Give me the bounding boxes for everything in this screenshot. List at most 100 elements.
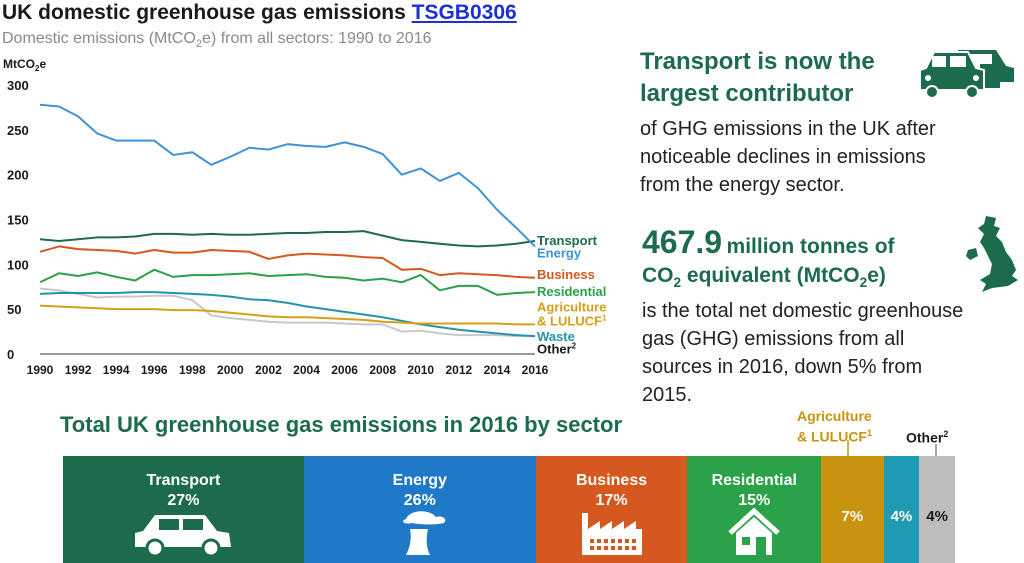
segment-business-label: Business 17% <box>536 471 688 511</box>
factory-icon <box>581 513 642 555</box>
agriculture-label: Agriculture & LULUCF1 <box>797 408 872 446</box>
tsgb-link[interactable]: TSGB0306 <box>411 1 517 24</box>
series-end-label: Residential <box>537 284 606 299</box>
segment-business: Business 17% <box>535 456 688 563</box>
series-end-label: Transport <box>537 233 598 248</box>
agriculture-label-1: Agriculture <box>797 408 872 424</box>
subtitle-pre: Domestic emissions (MtCO <box>2 30 196 47</box>
sector-chart-title: Total UK greenhouse gas emissions in 201… <box>60 412 622 437</box>
total-text-3: sources in 2016, down 5% from <box>642 356 923 378</box>
segment-residential: Residential 15% <box>687 456 822 563</box>
x-tick-label: 1990 <box>27 363 54 377</box>
x-tick-label: 1994 <box>103 363 130 377</box>
segment-residential-label: Residential 15% <box>687 471 821 511</box>
y-tick-label: 150 <box>7 213 29 228</box>
sector-bar: Transport 27% Energy 26% Business 17% Resid… <box>63 456 955 563</box>
segment-business-pct: 17% <box>595 492 628 509</box>
segment-transport-name: Transport <box>146 472 221 489</box>
co2-sub: 2 <box>673 275 682 291</box>
transport-text-3: from the energy sector. <box>640 174 845 196</box>
subtitle-sub: 2 <box>195 38 203 51</box>
title-text: UK domestic greenhouse gas emissions <box>2 1 406 24</box>
power-station-icon <box>402 511 446 555</box>
total-stat: 467.9 million tonnes of <box>642 224 895 261</box>
y-tick-label: 50 <box>7 302 21 317</box>
series-line <box>39 268 536 296</box>
y-tick-label: 200 <box>7 168 29 183</box>
x-tick-label: 1992 <box>65 363 92 377</box>
emissions-line-chart: MtCO2e 0 50 100 150 200 250 300 1990 1992 1994 1996… <box>3 57 607 377</box>
co2-post: equivalent (MtCO <box>681 264 860 287</box>
x-tick-label: 2016 <box>522 363 549 377</box>
total-number: 467.9 <box>642 224 723 260</box>
segment-other-pct: 4% <box>926 508 948 525</box>
segment-waste-pct: 4% <box>890 508 913 525</box>
uk-map-icon <box>966 216 1018 292</box>
car-icon <box>135 515 232 557</box>
segment-residential-pct: 15% <box>738 492 771 509</box>
x-tick-label: 2010 <box>407 363 434 377</box>
segment-waste: 4% <box>883 456 920 563</box>
series-line <box>39 287 535 338</box>
segment-energy-name: Energy <box>392 472 447 489</box>
co2-pre: CO <box>642 264 674 287</box>
other-label-text: Other <box>906 429 944 446</box>
house-icon <box>728 507 780 555</box>
agriculture-sup: 1 <box>867 428 873 438</box>
other-leader-line <box>935 444 937 458</box>
chart-subtitle: Domestic emissions (MtCO2e) from all sec… <box>2 30 432 50</box>
segment-transport: Transport 27% <box>63 456 304 563</box>
y-tick-label: 0 <box>7 347 14 362</box>
y-unit-label: MtCO2e <box>3 57 46 73</box>
series-line <box>39 245 536 279</box>
x-tick-label: 2012 <box>445 363 472 377</box>
segment-agriculture: 7% <box>821 456 884 563</box>
segment-energy: Energy 26% <box>303 456 536 563</box>
segment-other: 4% <box>919 456 955 563</box>
transport-text-2: noticeable declines in emissions <box>640 146 926 168</box>
other-sup: 2 <box>943 429 949 439</box>
co2-sub-2: 2 <box>859 275 868 291</box>
x-tick-label: 2008 <box>369 363 396 377</box>
total-text-1: is the total net domestic greenhouse <box>642 300 964 322</box>
x-tick-label: 1996 <box>141 363 168 377</box>
transport-headline: Transport is now the largest contributor <box>640 46 920 110</box>
co2-equivalent-label: CO2 equivalent (MtCO2e) <box>642 264 886 290</box>
total-text-4: 2015. <box>642 384 693 406</box>
transport-text-1: of GHG emissions in the UK after <box>640 118 936 140</box>
series-end-label: Other2 <box>537 342 577 357</box>
other-label: Other2 <box>906 426 948 447</box>
x-tick-label: 2004 <box>293 363 320 377</box>
series-end-label: Business <box>537 267 595 282</box>
segment-agriculture-pct: 7% <box>841 508 864 525</box>
y-tick-label: 300 <box>7 78 29 93</box>
x-tick-label: 1998 <box>179 363 206 377</box>
y-tick-label: 250 <box>7 123 29 138</box>
subtitle-post: e) from all sectors: 1990 to 2016 <box>202 30 432 47</box>
segment-energy-pct: 26% <box>403 492 436 509</box>
total-text-2: gas (GHG) emissions from all <box>642 328 905 350</box>
total-text: is the total net domestic greenhouse gas… <box>642 297 963 409</box>
series-end-label: Waste <box>537 329 575 344</box>
series-line <box>39 230 536 248</box>
agriculture-label-2: & LULUCF <box>797 428 867 445</box>
x-tick-label: 2000 <box>217 363 244 377</box>
cars-icon <box>919 50 1014 99</box>
headline-line-1: Transport is now the <box>640 48 875 75</box>
segment-energy-label: Energy 26% <box>304 471 536 511</box>
headline-line-2: largest contributor <box>640 80 854 107</box>
series-end-label: & LULUCF1 <box>537 314 607 329</box>
segment-transport-label: Transport 27% <box>63 471 304 511</box>
series-line <box>39 103 536 248</box>
series-end-label: Energy <box>537 246 582 261</box>
x-tick-label: 2006 <box>331 363 358 377</box>
segment-transport-pct: 27% <box>167 492 200 509</box>
segment-residential-name: Residential <box>711 472 797 489</box>
total-unit: million tonnes of <box>726 235 895 258</box>
page-title: UK domestic greenhouse gas emissions TSG… <box>2 1 517 25</box>
transport-text: of GHG emissions in the UK after noticea… <box>640 115 936 199</box>
series-line <box>39 291 536 338</box>
x-tick-label: 2014 <box>484 363 511 377</box>
co2-end: e) <box>867 264 886 287</box>
agriculture-leader-line <box>847 440 849 458</box>
